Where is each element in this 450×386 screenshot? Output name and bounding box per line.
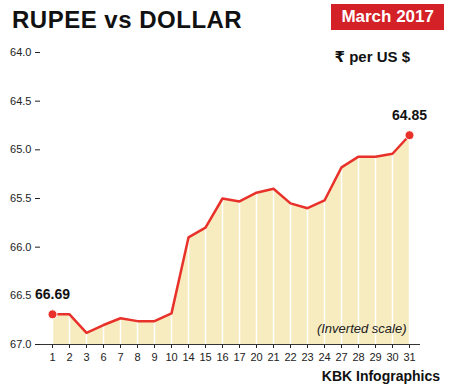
- svg-text:21: 21: [267, 351, 279, 363]
- svg-text:3: 3: [83, 351, 89, 363]
- svg-text:17: 17: [233, 351, 245, 363]
- svg-text:8: 8: [134, 351, 140, 363]
- svg-text:14: 14: [182, 351, 194, 363]
- svg-text:66.0: 66.0: [10, 241, 31, 253]
- svg-text:15: 15: [199, 351, 211, 363]
- svg-text:29: 29: [369, 351, 381, 363]
- html-text:RUPEE vs DOLLAR: RUPEE vs DOLLAR: [12, 6, 243, 33]
- svg-text:24: 24: [318, 351, 330, 363]
- svg-text:28: 28: [352, 351, 364, 363]
- svg-text:10: 10: [165, 351, 177, 363]
- html-text:March 2017: March 2017: [341, 7, 434, 26]
- html-text:KBK Infographics: KBK Infographics: [321, 368, 440, 384]
- svg-text:1: 1: [49, 351, 55, 363]
- svg-text:65.5: 65.5: [10, 192, 31, 204]
- svg-text:(Inverted scale): (Inverted scale): [317, 321, 407, 336]
- svg-text:6: 6: [100, 351, 106, 363]
- svg-text:27: 27: [335, 351, 347, 363]
- svg-text:7: 7: [117, 351, 123, 363]
- svg-text:2: 2: [66, 351, 72, 363]
- svg-text:23: 23: [301, 351, 313, 363]
- svg-text:22: 22: [284, 351, 296, 363]
- svg-text:64.5: 64.5: [10, 95, 31, 107]
- svg-text:67.0: 67.0: [10, 338, 31, 350]
- svg-text:64.85: 64.85: [392, 107, 427, 123]
- svg-text:64.0: 64.0: [10, 46, 31, 58]
- svg-text:9: 9: [151, 351, 157, 363]
- svg-text:31: 31: [403, 351, 415, 363]
- svg-text:16: 16: [216, 351, 228, 363]
- svg-text:30: 30: [386, 351, 398, 363]
- svg-text:65.0: 65.0: [10, 143, 31, 155]
- svg-text:66.69: 66.69: [35, 286, 70, 302]
- svg-text:20: 20: [250, 351, 262, 363]
- svg-text:66.5: 66.5: [10, 289, 31, 301]
- html-text:₹ per US $: ₹ per US $: [334, 48, 410, 65]
